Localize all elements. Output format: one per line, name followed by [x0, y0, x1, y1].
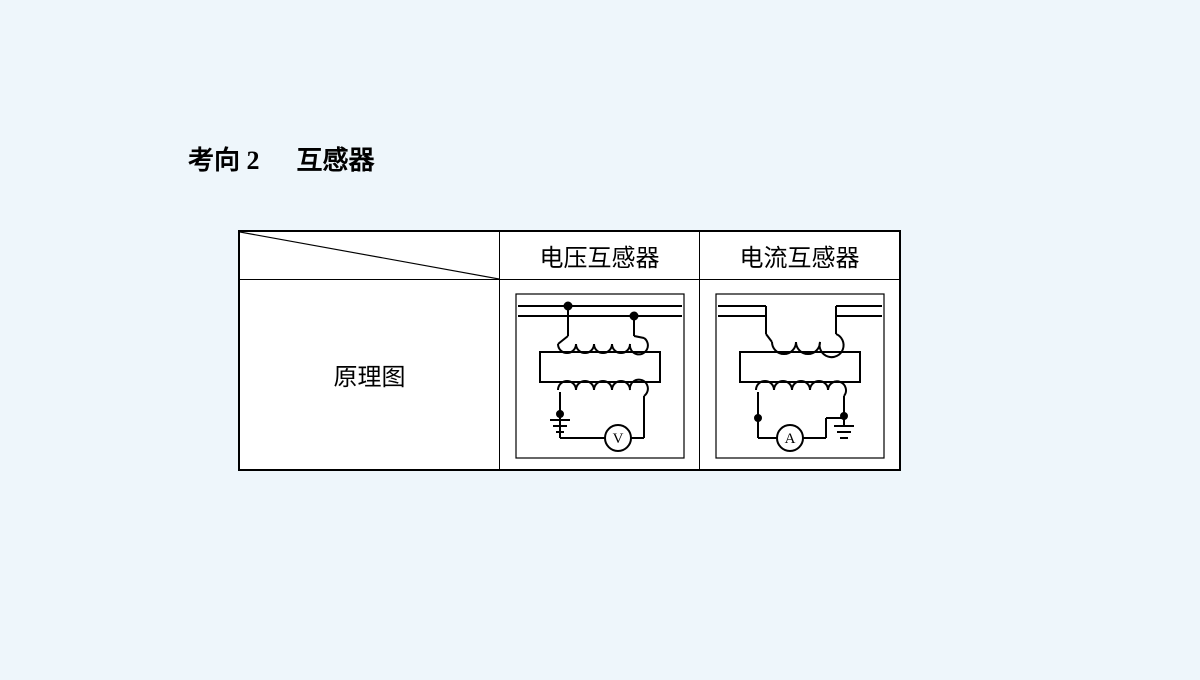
row-label-text: 原理图: [334, 365, 406, 391]
current-transformer-diagram: A: [700, 280, 900, 470]
column-header-current: 电流互感器: [700, 232, 900, 280]
title-number: 2: [247, 146, 260, 175]
meter-label: V: [612, 431, 623, 447]
column-header-label: 电压互感器: [540, 246, 660, 272]
row-label-schematic: 原理图: [240, 280, 500, 470]
column-header-label: 电流互感器: [740, 246, 860, 272]
column-header-voltage: 电压互感器: [500, 232, 700, 280]
transformer-table: 电压互感器 电流互感器 原理图: [238, 230, 901, 471]
title-text: 互感器: [297, 146, 375, 175]
header-diagonal-cell: [240, 232, 500, 280]
section-title: 考向 2 互感器: [188, 140, 375, 177]
title-prefix: 考向: [188, 146, 240, 175]
voltage-transformer-diagram: V: [500, 280, 700, 470]
meter-label: A: [784, 431, 795, 447]
